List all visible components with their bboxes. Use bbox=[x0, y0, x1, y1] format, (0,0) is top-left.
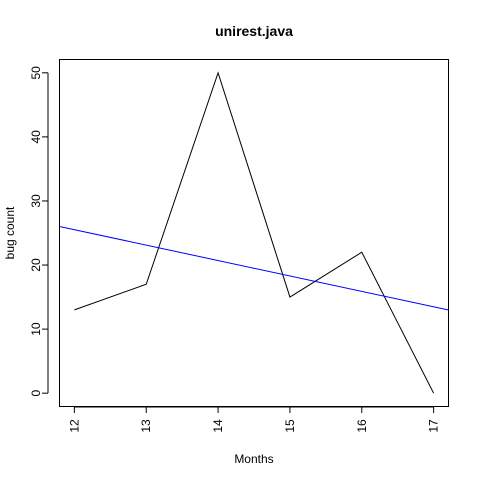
series-layer bbox=[74, 71, 435, 394]
x-tick-label: 15 bbox=[283, 419, 297, 433]
y-tick-label: 50 bbox=[29, 66, 43, 80]
x-tick-label: 13 bbox=[139, 419, 153, 433]
chart-title: unirest.java bbox=[215, 23, 293, 39]
y-tick-label: 20 bbox=[29, 258, 43, 272]
y-tick-label: 40 bbox=[29, 130, 43, 144]
x-tick-label: 12 bbox=[67, 419, 81, 433]
plot-frame bbox=[59, 59, 449, 407]
y-tick-label: 0 bbox=[29, 390, 43, 397]
x-axis: 12 13 14 15 16 17 bbox=[67, 406, 441, 433]
y-axis-label: bug count bbox=[3, 206, 17, 259]
trend-line bbox=[59, 226, 449, 311]
x-tick-label: 16 bbox=[355, 419, 369, 433]
y-axis: 0 10 20 30 40 50 bbox=[29, 66, 49, 397]
x-tick-label: 14 bbox=[211, 419, 225, 433]
y-tick-label: 10 bbox=[29, 322, 43, 336]
series-line-0 bbox=[74, 71, 435, 394]
y-tick-label: 30 bbox=[29, 194, 43, 208]
x-axis-label: Months bbox=[234, 452, 273, 466]
trend-layer bbox=[59, 226, 449, 311]
x-tick-label: 17 bbox=[427, 419, 441, 433]
